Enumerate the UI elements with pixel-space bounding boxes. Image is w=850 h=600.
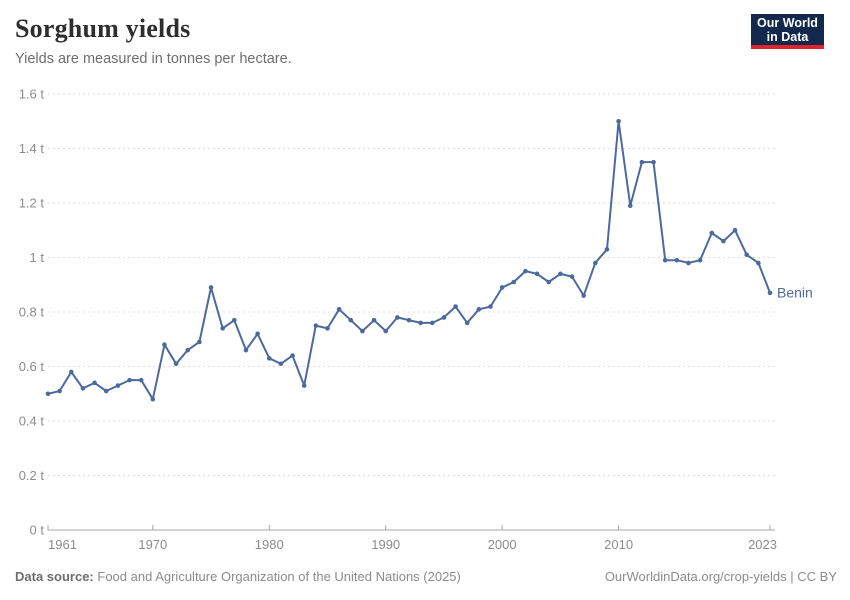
data-point[interactable] — [115, 383, 121, 388]
data-point[interactable] — [313, 323, 319, 328]
data-point[interactable] — [290, 353, 295, 358]
series-end-label[interactable]: Benin — [777, 284, 813, 300]
data-point[interactable] — [92, 380, 97, 386]
credit-link[interactable]: OurWorldinData.org/crop-yields | CC BY — [605, 569, 837, 584]
data-point[interactable] — [162, 342, 167, 348]
page-title: Sorghum yields — [15, 14, 191, 43]
data-point[interactable] — [686, 260, 691, 266]
data-point[interactable] — [534, 271, 540, 277]
owid-logo-line2: in Data — [766, 29, 809, 44]
data-point[interactable] — [232, 317, 237, 323]
data-point[interactable] — [325, 326, 330, 331]
x-axis-tick-label: 2010 — [604, 537, 633, 552]
data-point[interactable] — [68, 369, 74, 375]
data-point[interactable] — [593, 260, 598, 266]
chart-footer: Data source: Food and Agriculture Organi… — [15, 569, 837, 584]
y-axis-tick-label: 0.4 t — [19, 414, 45, 429]
credit-url[interactable]: OurWorldinData.org/crop-yields — [604, 569, 787, 584]
data-point[interactable] — [674, 257, 680, 263]
data-point[interactable] — [138, 377, 144, 383]
x-axis-tick-label: 1990 — [371, 537, 400, 552]
data-point[interactable] — [336, 306, 342, 312]
data-point[interactable] — [197, 339, 202, 345]
data-point[interactable] — [406, 317, 412, 323]
data-point[interactable] — [732, 227, 738, 233]
data-point[interactable] — [662, 257, 668, 263]
data-point[interactable] — [383, 328, 389, 334]
data-point[interactable] — [639, 159, 645, 165]
data-point[interactable] — [441, 315, 447, 320]
y-axis-tick-label: 1.4 t — [19, 141, 45, 156]
data-point[interactable] — [453, 304, 458, 309]
data-point[interactable] — [418, 320, 423, 326]
data-point[interactable] — [208, 285, 214, 290]
data-point[interactable] — [651, 159, 656, 165]
data-point[interactable] — [266, 356, 272, 361]
data-point[interactable] — [429, 320, 435, 326]
y-axis-tick-label: 0.8 t — [19, 305, 45, 320]
data-point[interactable] — [103, 388, 109, 394]
data-point[interactable] — [464, 320, 470, 326]
data-source-text: Food and Agriculture Organization of the… — [97, 569, 461, 584]
data-point[interactable] — [150, 396, 156, 402]
data-point[interactable] — [697, 257, 703, 263]
data-point[interactable] — [348, 317, 354, 323]
data-point[interactable] — [220, 326, 225, 331]
owid-logo[interactable]: Our World in Data — [751, 14, 824, 49]
data-source: Data source: Food and Agriculture Organi… — [15, 569, 461, 584]
x-axis-tick-label: 2000 — [488, 537, 517, 552]
credit-separator: | — [786, 569, 798, 584]
data-point[interactable] — [499, 285, 505, 290]
data-point[interactable] — [80, 386, 86, 391]
data-point[interactable] — [581, 293, 586, 298]
data-point[interactable] — [488, 304, 493, 309]
y-axis-tick-label: 0.2 t — [19, 468, 45, 483]
data-point[interactable] — [243, 347, 249, 353]
data-point[interactable] — [604, 247, 610, 252]
data-point[interactable] — [546, 279, 552, 285]
data-point[interactable] — [476, 306, 482, 312]
owid-logo-line1: Our World — [757, 15, 818, 30]
y-axis-tick-label: 0.6 t — [19, 359, 45, 374]
data-line-benin[interactable] — [47, 120, 771, 401]
x-axis-tick-label: 1970 — [138, 537, 167, 552]
data-point[interactable] — [558, 271, 563, 277]
y-axis-tick-label: 1.6 t — [19, 87, 45, 102]
y-axis-tick-label: 1 t — [30, 250, 45, 265]
data-point[interactable] — [185, 347, 191, 353]
chart-subtitle: Yields are measured in tonnes per hectar… — [15, 51, 292, 67]
x-axis-tick-label: 2023 — [748, 537, 777, 552]
data-point[interactable] — [57, 388, 62, 394]
data-point[interactable] — [616, 118, 621, 124]
data-point[interactable] — [627, 203, 633, 209]
credit-license: CC BY — [797, 569, 837, 584]
data-point[interactable] — [756, 260, 761, 266]
data-point[interactable] — [360, 328, 365, 334]
data-point[interactable] — [45, 391, 51, 397]
data-point[interactable] — [371, 317, 377, 323]
data-point[interactable] — [511, 279, 517, 285]
x-axis-tick-label: 1980 — [255, 537, 284, 552]
data-point[interactable] — [278, 361, 284, 367]
data-point[interactable] — [744, 252, 750, 258]
data-point[interactable] — [709, 230, 715, 236]
data-point[interactable] — [301, 383, 307, 388]
chart-header: Sorghum yields Yields are measured in to… — [15, 14, 835, 67]
data-point[interactable] — [173, 361, 179, 367]
data-point[interactable] — [255, 331, 260, 337]
data-point[interactable] — [767, 290, 773, 296]
data-point[interactable] — [523, 268, 528, 274]
data-point[interactable] — [395, 315, 400, 320]
data-point[interactable] — [127, 377, 132, 383]
y-axis-tick-label: 0 t — [30, 523, 45, 538]
data-point[interactable] — [569, 274, 575, 279]
data-point[interactable] — [721, 238, 726, 244]
x-axis-tick-label: 1961 — [48, 537, 77, 552]
y-axis-tick-label: 1.2 t — [19, 196, 45, 211]
data-source-label: Data source: — [15, 569, 94, 584]
